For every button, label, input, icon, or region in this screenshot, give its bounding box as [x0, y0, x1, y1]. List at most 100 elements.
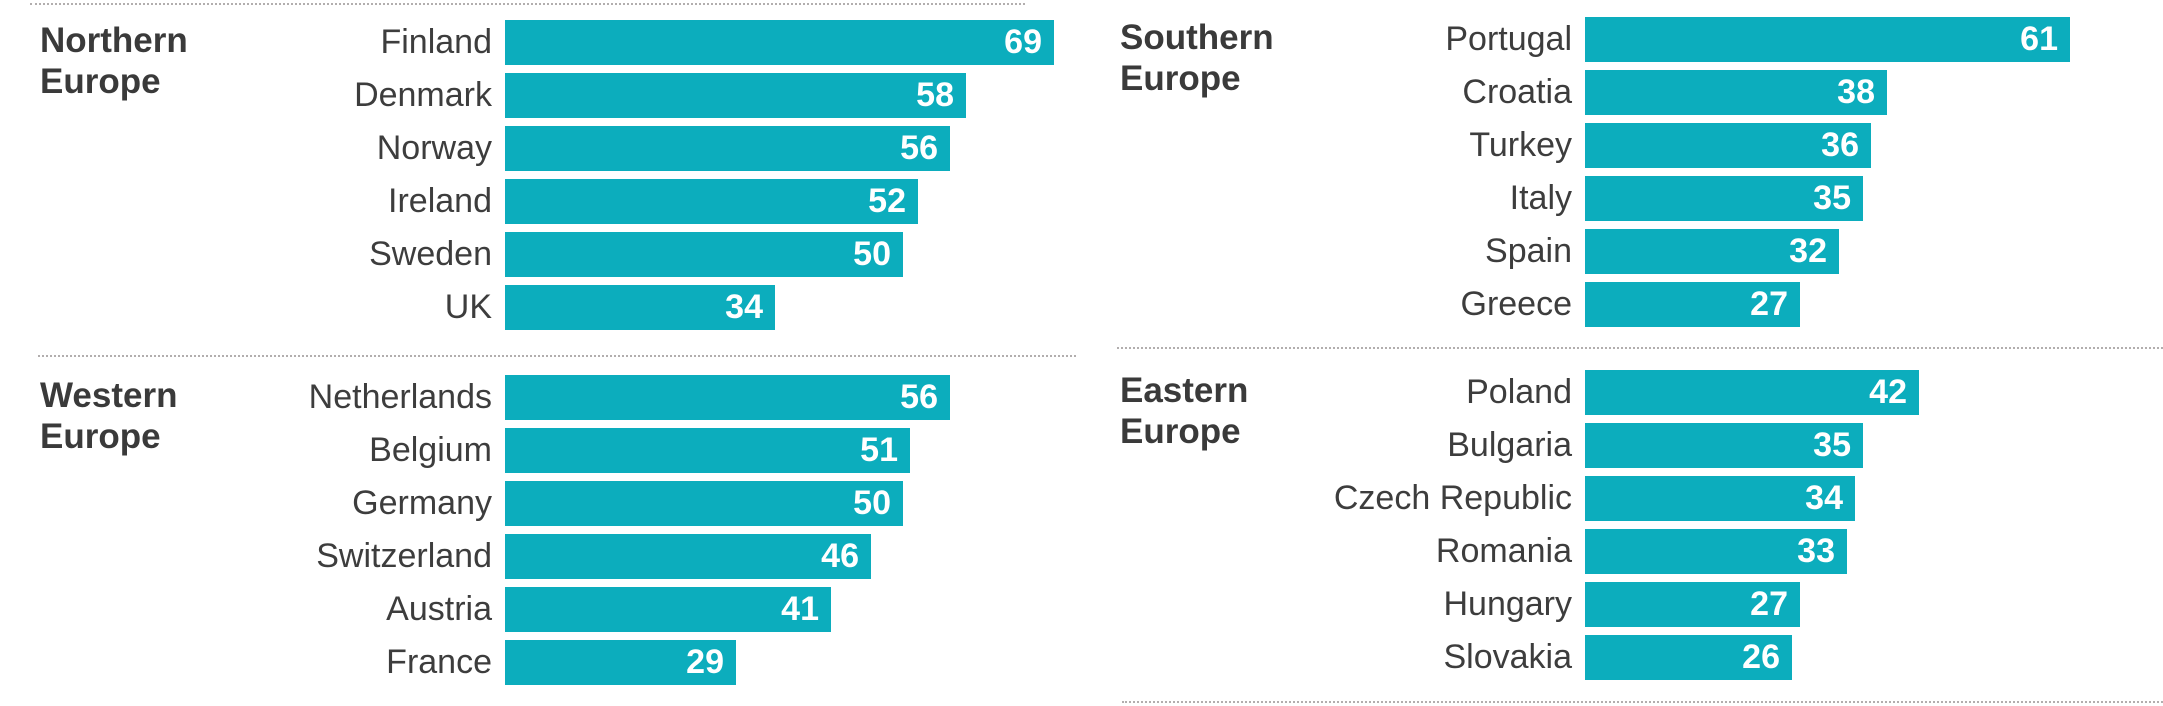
country-label: France: [386, 643, 492, 681]
bar-row: Croatia 38: [1292, 70, 2070, 115]
country-label: Poland: [1466, 373, 1572, 411]
region-title: Northern Europe: [40, 21, 188, 101]
dotted-divider-bottom-right: [1122, 701, 2163, 703]
value-bar: 56: [505, 375, 950, 420]
bar-value-label: 56: [900, 129, 938, 167]
bar-value-label: 46: [821, 537, 859, 575]
bar-row: Poland 42: [1292, 370, 1919, 415]
value-bar: 41: [505, 587, 831, 632]
value-bar: 27: [1585, 582, 1800, 627]
value-bar: 36: [1585, 123, 1871, 168]
country-label: Sweden: [369, 235, 492, 273]
country-label: Ireland: [388, 182, 492, 220]
bar-value-label: 41: [781, 590, 819, 628]
value-bar: 50: [505, 481, 903, 526]
bar-value-label: 50: [853, 484, 891, 522]
value-bar: 34: [505, 285, 775, 330]
country-label: Belgium: [369, 431, 492, 469]
bar-row: Portugal 61: [1292, 17, 2070, 62]
country-label: Hungary: [1443, 585, 1572, 623]
country-label: Bulgaria: [1447, 426, 1572, 464]
bar-rows: Poland 42 Bulgaria 35 Czech Republic 34 Romani…: [1292, 370, 1919, 688]
bar-row: Italy 35: [1292, 176, 2070, 221]
bar-row: Hungary 27: [1292, 582, 1919, 627]
region-title: Eastern Europe: [1120, 371, 1249, 451]
country-label: Finland: [380, 23, 492, 61]
value-bar: 27: [1585, 282, 1800, 327]
bar-row: Turkey 36: [1292, 123, 2070, 168]
bar-value-label: 32: [1789, 232, 1827, 270]
country-label: Denmark: [354, 76, 492, 114]
bar-row: France 29: [212, 640, 950, 685]
bar-value-label: 29: [686, 643, 724, 681]
country-label: Portugal: [1445, 20, 1572, 58]
value-bar: 35: [1585, 176, 1863, 221]
country-label: Greece: [1460, 285, 1573, 323]
country-label: Switzerland: [316, 537, 492, 575]
bar-row: Norway 56: [212, 126, 1054, 171]
bar-value-label: 35: [1813, 426, 1851, 464]
bar-value-label: 51: [860, 431, 898, 469]
bar-row: Romania 33: [1292, 529, 1919, 574]
country-label: Norway: [376, 129, 492, 167]
bar-value-label: 42: [1869, 373, 1907, 411]
value-bar: 26: [1585, 635, 1792, 680]
bar-row: Ireland 52: [212, 179, 1054, 224]
bar-row: Greece 27: [1292, 282, 2070, 327]
dotted-divider-middle-left: [38, 355, 1076, 357]
bar-row: Sweden 50: [212, 232, 1054, 277]
value-bar: 29: [505, 640, 736, 685]
bar-rows: Finland 69 Denmark 58 Norway 56 Ireland 52 Swede…: [212, 20, 1054, 338]
value-bar: 35: [1585, 423, 1863, 468]
region-panel-western-europe: Western Europe Netherlands 56 Belgium 51 Ger…: [40, 375, 950, 693]
value-bar: 61: [1585, 17, 2070, 62]
region-panel-eastern-europe: Eastern Europe Poland 42 Bulgaria 35 Czech R…: [1120, 370, 1919, 688]
value-bar: 52: [505, 179, 918, 224]
country-label: Slovakia: [1443, 638, 1572, 676]
bar-rows: Portugal 61 Croatia 38 Turkey 36 Italy 35 Spain 3…: [1292, 17, 2070, 335]
bar-row: Belgium 51: [212, 428, 950, 473]
bar-rows: Netherlands 56 Belgium 51 Germany 50 Switzerla…: [212, 375, 950, 693]
country-label: Austria: [386, 590, 492, 628]
bar-value-label: 69: [1004, 23, 1042, 61]
value-bar: 34: [1585, 476, 1855, 521]
dotted-divider-middle-right: [1117, 347, 2163, 349]
bar-value-label: 34: [725, 288, 763, 326]
bar-value-label: 33: [1797, 532, 1835, 570]
country-label: Italy: [1509, 179, 1572, 217]
bar-row: Bulgaria 35: [1292, 423, 1919, 468]
value-bar: 56: [505, 126, 950, 171]
bar-row: UK 34: [212, 285, 1054, 330]
value-bar: 42: [1585, 370, 1919, 415]
bar-value-label: 38: [1837, 73, 1875, 111]
bar-value-label: 36: [1821, 126, 1859, 164]
value-bar: 33: [1585, 529, 1847, 574]
country-label: Czech Republic: [1333, 479, 1572, 517]
bar-value-label: 61: [2020, 20, 2058, 58]
bar-value-label: 27: [1750, 585, 1788, 623]
bar-row: Spain 32: [1292, 229, 2070, 274]
bar-row: Netherlands 56: [212, 375, 950, 420]
country-label: Spain: [1485, 232, 1572, 270]
country-label: UK: [444, 288, 492, 326]
bar-value-label: 34: [1805, 479, 1843, 517]
bar-value-label: 26: [1742, 638, 1780, 676]
value-bar: 51: [505, 428, 910, 473]
country-label: Romania: [1435, 532, 1572, 570]
value-bar: 58: [505, 73, 966, 118]
bar-row: Germany 50: [212, 481, 950, 526]
value-bar: 69: [505, 20, 1054, 65]
value-bar: 32: [1585, 229, 1839, 274]
country-label: Netherlands: [308, 378, 492, 416]
bar-row: Slovakia 26: [1292, 635, 1919, 680]
region-title: Southern Europe: [1120, 18, 1274, 98]
bar-row: Denmark 58: [212, 73, 1054, 118]
region-title: Western Europe: [40, 376, 178, 456]
bar-row: Austria 41: [212, 587, 950, 632]
country-label: Germany: [352, 484, 492, 522]
bar-value-label: 58: [916, 76, 954, 114]
bar-row: Czech Republic 34: [1292, 476, 1919, 521]
bar-value-label: 35: [1813, 179, 1851, 217]
country-label: Turkey: [1469, 126, 1572, 164]
dotted-divider-top-left: [30, 3, 1025, 5]
